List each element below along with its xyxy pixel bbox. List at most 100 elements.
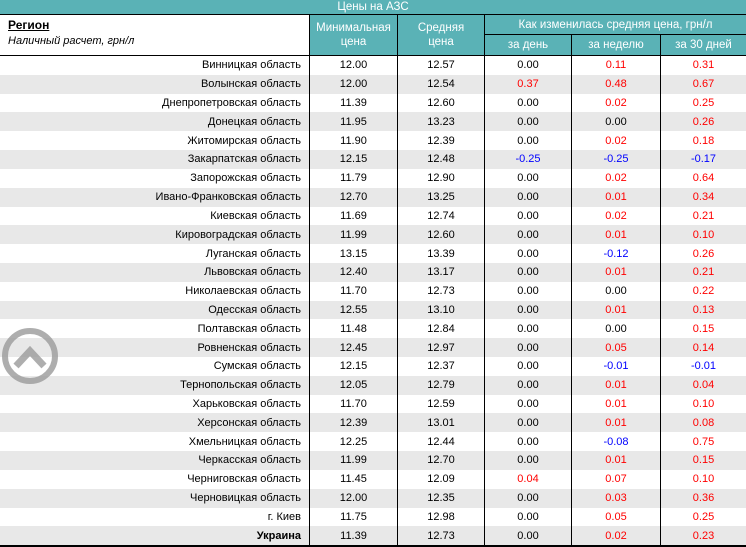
- region-name: Одесская область: [0, 300, 310, 320]
- avg-price-value: 13.25: [398, 187, 485, 207]
- min-price-value: 11.99: [310, 451, 398, 470]
- change-day-value: 0.00: [485, 131, 572, 151]
- change-day-value: 0.00: [485, 112, 572, 132]
- change-30days-value: 0.36: [692, 492, 715, 505]
- min-price-value: 12.00: [310, 56, 398, 75]
- region-column-header: Регион Наличный расчет, грн/л: [0, 15, 310, 55]
- change-30days-value: 0.18: [692, 134, 715, 147]
- avg-price-value: 12.39: [398, 131, 485, 151]
- change-day-column-header: за день: [485, 35, 572, 55]
- table-row: Запорожская область 11.79 12.90 0.00 0.0…: [0, 168, 746, 188]
- change-30days-value: 0.08: [692, 416, 715, 429]
- region-name: г. Киев: [0, 507, 310, 527]
- avg-price-value: 13.10: [398, 300, 485, 320]
- change-30days-value: 0.22: [692, 285, 715, 298]
- min-price-value: 12.45: [310, 338, 398, 357]
- change-week-value: 0.01: [572, 413, 661, 433]
- change-week-value: 0.02: [572, 168, 661, 188]
- change-week-value: 0.02: [572, 526, 661, 545]
- region-name: Полтавская область: [0, 319, 310, 339]
- change-day-value: 0.00: [485, 375, 572, 395]
- change-week-value: 0.02: [572, 93, 661, 113]
- change-group-header: Как изменилась средняя цена, грн/л: [485, 15, 746, 35]
- change-week-value: 0.00: [572, 319, 661, 339]
- table-row: Кировоградская область 11.99 12.60 0.00 …: [0, 225, 746, 245]
- min-price-value: 11.45: [310, 469, 398, 489]
- change-day-value: 0.04: [485, 469, 572, 489]
- change-day-value: 0.00: [485, 526, 572, 545]
- min-price-value: 11.69: [310, 206, 398, 226]
- region-header-label: Регион: [8, 18, 50, 32]
- scroll-to-top-icon[interactable]: [1, 324, 59, 388]
- change-week-value: -0.08: [572, 432, 661, 452]
- table-body: Винницкая область 12.00 12.57 0.00 0.11 …: [0, 56, 746, 545]
- avg-price-value: 12.35: [398, 488, 485, 508]
- change-subheaders: за день за неделю за 30 дней: [485, 35, 746, 55]
- region-name: Днепропетровская область: [0, 93, 310, 113]
- avg-price-value: 12.84: [398, 319, 485, 339]
- min-price-value: 12.55: [310, 300, 398, 320]
- min-price-value: 11.95: [310, 112, 398, 132]
- avg-price-value: 12.57: [398, 56, 485, 75]
- min-price-value: 12.40: [310, 262, 398, 282]
- region-name: Луганская область: [0, 244, 310, 263]
- region-name: Кировоградская область: [0, 225, 310, 245]
- region-name: Ивано-Франковская область: [0, 187, 310, 207]
- avg-price-value: 12.70: [398, 451, 485, 470]
- change-day-value: -0.25: [485, 150, 572, 169]
- change-30days-value: 0.10: [692, 473, 715, 486]
- table-row: Черновицкая область 12.00 12.35 0.00 0.0…: [0, 488, 746, 508]
- avg-price-value: 12.59: [398, 394, 485, 414]
- change-week-value: -0.25: [572, 150, 661, 169]
- region-name: Хмельницкая область: [0, 432, 310, 452]
- change-30days-value: 0.13: [692, 303, 715, 316]
- avg-price-value: 12.73: [398, 281, 485, 301]
- change-day-value: 0.00: [485, 168, 572, 188]
- region-name: Закарпатская область: [0, 150, 310, 169]
- change-30days-value: 0.25: [692, 97, 715, 110]
- change-day-value: 0.00: [485, 187, 572, 207]
- min-price-value: 11.90: [310, 131, 398, 151]
- change-week-value: -0.12: [572, 244, 661, 263]
- min-price-value: 11.75: [310, 507, 398, 527]
- table-row: Львовская область 12.40 13.17 0.00 0.01 …: [0, 262, 746, 282]
- table-header: Регион Наличный расчет, грн/л Минимальна…: [0, 15, 746, 56]
- region-name: Сумская область: [0, 357, 310, 376]
- change-30days-value: 0.15: [692, 322, 715, 335]
- min-price-value: 11.70: [310, 281, 398, 301]
- change-week-value: 0.00: [572, 112, 661, 132]
- table-row: Украина 11.39 12.73 0.00 0.02 0.23: [0, 526, 746, 545]
- avg-price-value: 12.79: [398, 375, 485, 395]
- region-name: Донецкая область: [0, 112, 310, 132]
- region-name: Черкасская область: [0, 451, 310, 470]
- avg-price-value: 12.60: [398, 225, 485, 245]
- table-row: Ровненская область 12.45 12.97 0.00 0.05…: [0, 338, 746, 357]
- min-price-value: 11.70: [310, 394, 398, 414]
- region-name: Львовская область: [0, 262, 310, 282]
- change-day-value: 0.00: [485, 357, 572, 376]
- min-price-value: 12.25: [310, 432, 398, 452]
- change-30days-value: 0.75: [692, 435, 715, 448]
- change-week-value: 0.01: [572, 394, 661, 414]
- region-name: Украина: [0, 526, 310, 545]
- min-price-value: 12.00: [310, 74, 398, 94]
- table-row: Полтавская область 11.48 12.84 0.00 0.00…: [0, 319, 746, 339]
- region-name: Волынская область: [0, 74, 310, 94]
- min-price-value: 11.39: [310, 93, 398, 113]
- avg-price-column-header: Средняя цена: [398, 15, 485, 55]
- min-price-value: 12.39: [310, 413, 398, 433]
- avg-price-value: 12.74: [398, 206, 485, 226]
- table-row: Тернопольская область 12.05 12.79 0.00 0…: [0, 375, 746, 395]
- change-day-value: 0.00: [485, 206, 572, 226]
- change-day-value: 0.00: [485, 338, 572, 357]
- change-30days-value: 0.64: [692, 172, 715, 185]
- table-row: Винницкая область 12.00 12.57 0.00 0.11 …: [0, 56, 746, 75]
- table-row: Житомирская область 11.90 12.39 0.00 0.0…: [0, 131, 746, 151]
- change-day-value: 0.00: [485, 262, 572, 282]
- change-day-value: 0.00: [485, 413, 572, 433]
- avg-price-value: 13.01: [398, 413, 485, 433]
- change-week-value: 0.01: [572, 300, 661, 320]
- change-30days-value: 0.10: [692, 228, 715, 241]
- table-row: Сумская область 12.15 12.37 0.00 -0.01 -…: [0, 357, 746, 376]
- change-day-value: 0.00: [485, 394, 572, 414]
